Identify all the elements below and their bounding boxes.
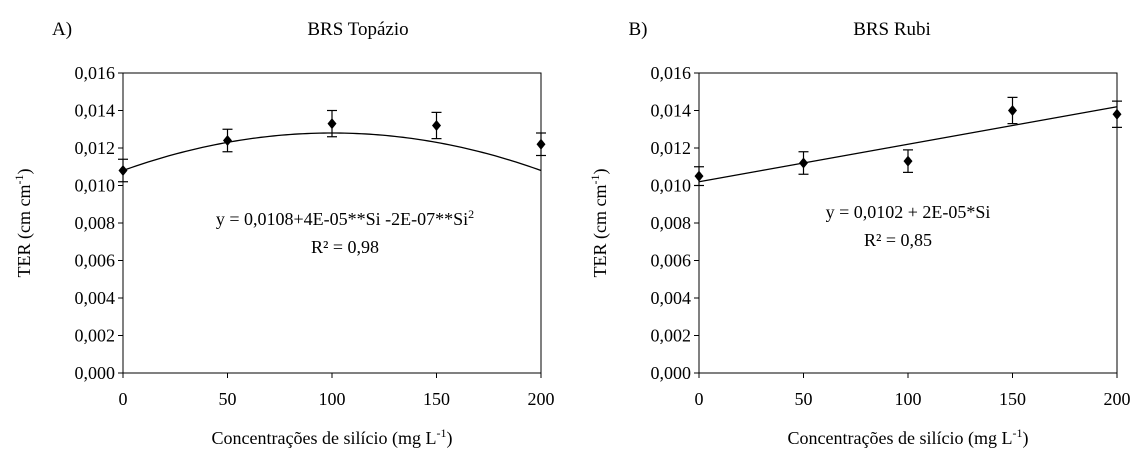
y-tick-label: 0,010 [651, 176, 692, 196]
y-axis-label-sup: -1 [12, 175, 26, 185]
y-axis-label: TER (cm cm-1) [588, 169, 611, 278]
y-tick-label: 0,016 [75, 63, 116, 83]
data-point [327, 118, 337, 130]
x-axis-label: Concentrações de silício (mg L-1) [212, 426, 453, 449]
y-axis-label-text: TER (cm cm [14, 185, 35, 278]
x-axis-label-text: Concentrações de silício (mg L [788, 428, 1013, 449]
y-tick-label: 0,014 [651, 101, 692, 121]
y-tick-label: 0,000 [651, 363, 692, 383]
y-tick-label: 0,014 [75, 101, 116, 121]
y-tick-label: 0,012 [651, 138, 692, 158]
panel-label: B) [629, 19, 648, 40]
y-axis-label-tail: ) [590, 169, 611, 175]
x-tick-label: 0 [119, 389, 128, 409]
x-tick-label: 50 [219, 389, 237, 409]
y-tick-label: 0,002 [651, 326, 692, 346]
trend-line [122, 132, 542, 172]
x-tick-label: 150 [423, 389, 450, 409]
x-tick-label: 100 [895, 389, 922, 409]
data-point [1112, 108, 1122, 120]
y-tick-label: 0,016 [651, 63, 692, 83]
chart-panel-b: B) BRS Rubi 0,000 0,002 0,004 0,006 0,008 0,010… [588, 19, 1131, 449]
x-tick-label: 200 [1104, 389, 1131, 409]
x-axis-label-text: Concentrações de silício (mg L [212, 428, 437, 449]
x-axis-label: Concentrações de silício (mg L-1) [788, 426, 1029, 449]
x-axis-label-sup: -1 [1012, 426, 1022, 440]
y-tick-label: 0,012 [75, 138, 116, 158]
y-tick-label: 0,008 [651, 213, 692, 233]
y-tick-label: 0,006 [651, 251, 692, 271]
y-tick-label: 0,004 [75, 288, 116, 308]
data-point [536, 138, 546, 150]
r-squared: R² = 0,85 [864, 230, 932, 250]
y-tick-label: 0,006 [75, 251, 116, 271]
x-tick-label: 150 [999, 389, 1026, 409]
data-point [223, 135, 232, 146]
regression-equation: y = 0,0108+4E-05**Si -2E-07**Si2 [216, 207, 474, 229]
x-axis-label-sup: -1 [436, 426, 446, 440]
y-tick-label: 0,004 [651, 288, 692, 308]
panel-label: A) [52, 19, 72, 40]
y-tick-label: 0,010 [75, 176, 116, 196]
regression-equation-sup: 2 [468, 207, 474, 221]
y-tick-label: 0,002 [75, 326, 116, 346]
y-axis-label: TER (cm cm-1) [12, 169, 35, 278]
data-point [1008, 105, 1017, 116]
y-axis-label-sup: -1 [588, 175, 602, 185]
x-axis-label-tail: ) [1022, 428, 1028, 449]
chart-title: BRS Topázio [307, 19, 408, 40]
y-tick-label: 0,008 [75, 213, 116, 233]
x-tick-label: 50 [795, 389, 813, 409]
chart-panel-a: A) BRS Topázio 0,000 0,002 0,004 0,006 0,008 0,… [12, 19, 555, 449]
regression-equation: y = 0,0102 + 2E-05*Si [826, 202, 991, 222]
data-point [903, 155, 913, 167]
regression-equation-text: y = 0,0102 + 2E-05*Si [826, 202, 991, 222]
r-squared: R² = 0,98 [311, 237, 379, 257]
trend-line [698, 106, 1118, 183]
x-tick-label: 0 [695, 389, 704, 409]
data-point [799, 157, 808, 169]
chart-title: BRS Rubi [853, 19, 931, 40]
x-tick-label: 100 [319, 389, 346, 409]
data-point [694, 170, 704, 182]
x-axis-label-tail: ) [446, 428, 452, 449]
data-point [118, 165, 128, 176]
y-axis-label-text: TER (cm cm [590, 185, 611, 278]
data-point [432, 120, 441, 131]
y-tick-label: 0,000 [75, 363, 116, 383]
regression-equation-text: y = 0,0108+4E-05**Si -2E-07**Si [216, 209, 468, 229]
y-axis-label-tail: ) [14, 169, 35, 175]
x-tick-label: 200 [528, 389, 555, 409]
